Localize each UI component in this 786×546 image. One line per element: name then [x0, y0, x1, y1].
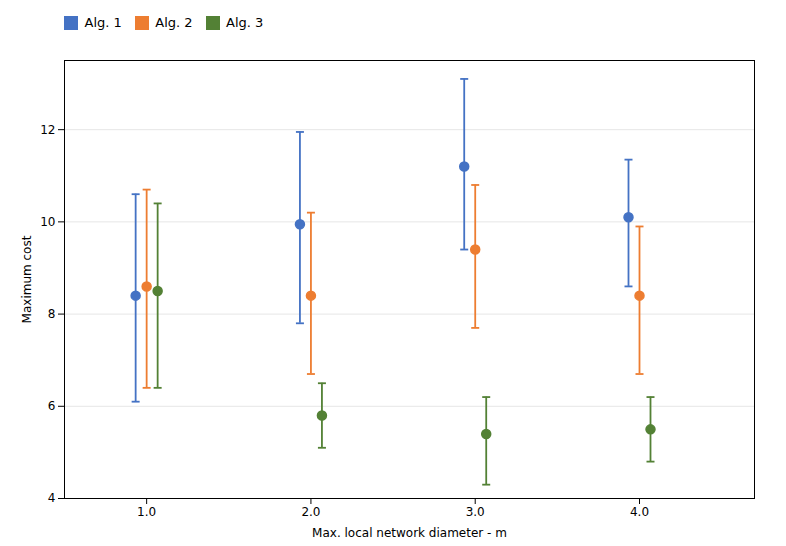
- svg-text:4.0: 4.0: [630, 505, 649, 519]
- svg-text:8: 8: [48, 306, 56, 320]
- svg-text:4: 4: [48, 491, 56, 505]
- html-text:Alg. 1: Alg. 1: [84, 15, 122, 30]
- svg-text:10: 10: [40, 214, 55, 228]
- svg-text:1.0: 1.0: [137, 505, 156, 519]
- svg-text:3.0: 3.0: [466, 505, 485, 519]
- svg-text:Max. local network diameter -: Max. local network diameter - m: [312, 525, 507, 539]
- html-text:Alg. 2: Alg. 2: [155, 15, 193, 30]
- svg-text:Maximum cost: Maximum cost: [20, 235, 34, 323]
- html-text:Alg. 3: Alg. 3: [226, 15, 264, 30]
- svg-text:6: 6: [48, 399, 56, 413]
- svg-text:12: 12: [40, 122, 55, 136]
- svg-text:2.0: 2.0: [301, 505, 320, 519]
